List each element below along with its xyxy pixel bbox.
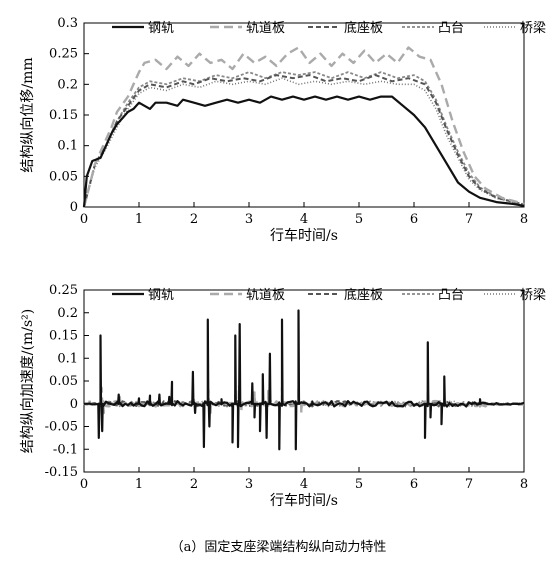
legend-label-1: 钢轨 — [148, 288, 174, 303]
y-tick-label: 0.15 — [49, 329, 78, 344]
x-axis-title: 行车时间/s — [270, 492, 338, 509]
acceleration-chart: -0.15 -0.1 -0.05 0 0.05 0.1 0.15 0.2 0.25 0 1 2 3 4 5 6… — [20, 283, 546, 509]
legend-label-3: 底座板 — [344, 287, 383, 303]
x-tick-label: 5 — [355, 477, 363, 492]
y-tick-label: 0 — [70, 200, 78, 215]
y-tick-label: 0.2 — [57, 77, 78, 92]
x-tick-label: 3 — [245, 477, 253, 492]
x-tick-label: 5 — [355, 212, 363, 227]
legend-label-2: 轨道板 — [246, 288, 285, 303]
x-tick-label: 2 — [190, 212, 198, 227]
legend-label-2: 轨道板 — [246, 21, 285, 36]
y-tick-label: 0.05 — [49, 374, 78, 389]
x-tick-label: 1 — [135, 212, 143, 227]
legend-label-4: 凸台 — [438, 288, 464, 303]
x-tick-label: 6 — [410, 212, 418, 227]
y-tick-label: -0.1 — [53, 442, 78, 457]
x-tick-label: 8 — [520, 212, 528, 227]
x-tick-label: 7 — [465, 477, 473, 492]
plot-frame — [83, 289, 525, 473]
y-tick-label: 0.25 — [49, 283, 78, 298]
x-tick-label: 8 — [520, 477, 528, 492]
y-axis-title: 结构纵向位移/mm — [20, 57, 36, 172]
legend-label-5: 桥梁 — [520, 288, 546, 303]
x-tick-label: 0 — [80, 212, 88, 227]
x-tick-label: 4 — [300, 477, 308, 492]
legend-label-3: 底座板 — [344, 20, 383, 36]
y-tick-label: 0.1 — [57, 351, 78, 366]
figure-caption: （a）固定支座梁端结构纵向动力特性 — [170, 540, 387, 555]
plot-frame — [83, 22, 525, 208]
y-tick-label: 0.3 — [57, 16, 78, 31]
legend-label-1: 钢轨 — [148, 21, 174, 36]
series-line-3 — [83, 74, 525, 208]
displacement-chart: 0 0.05 0.1 0.15 0.2 0.25 0.3 0 1 2 3 4 5 6 7 8 行车时间/s 结构纵… — [20, 16, 546, 244]
x-tick-label: 2 — [190, 477, 198, 492]
y-tick-label: 0.15 — [49, 108, 78, 123]
series-line-1 — [82, 95, 525, 208]
x-tick-label: 0 — [80, 477, 88, 492]
x-tick-label: 6 — [410, 477, 418, 492]
y-tick-label: -0.15 — [45, 465, 78, 480]
y-axis-title: 结构纵向加速度/(m/s²) — [20, 309, 36, 453]
legend-label-4: 凸台 — [438, 21, 464, 36]
series-line-2 — [82, 46, 525, 208]
series-line-1 — [84, 309, 525, 451]
y-tick-label: 0.25 — [49, 47, 78, 62]
y-tick-label: -0.05 — [45, 420, 78, 435]
y-tick-label: 0 — [70, 397, 78, 412]
x-tick-label: 4 — [300, 212, 308, 227]
x-tick-label: 7 — [465, 212, 473, 227]
series-line-4 — [83, 71, 525, 208]
y-tick-label: 0.05 — [49, 169, 78, 184]
series-line-5 — [83, 77, 525, 208]
x-tick-label: 1 — [135, 477, 143, 492]
y-tick-label: 0.2 — [57, 306, 78, 321]
series-line-2 — [83, 384, 525, 415]
y-tick-label: 0.1 — [57, 139, 78, 154]
legend-label-5: 桥梁 — [520, 21, 546, 36]
x-tick-label: 3 — [245, 212, 253, 227]
x-axis-title: 行车时间/s — [270, 227, 338, 244]
